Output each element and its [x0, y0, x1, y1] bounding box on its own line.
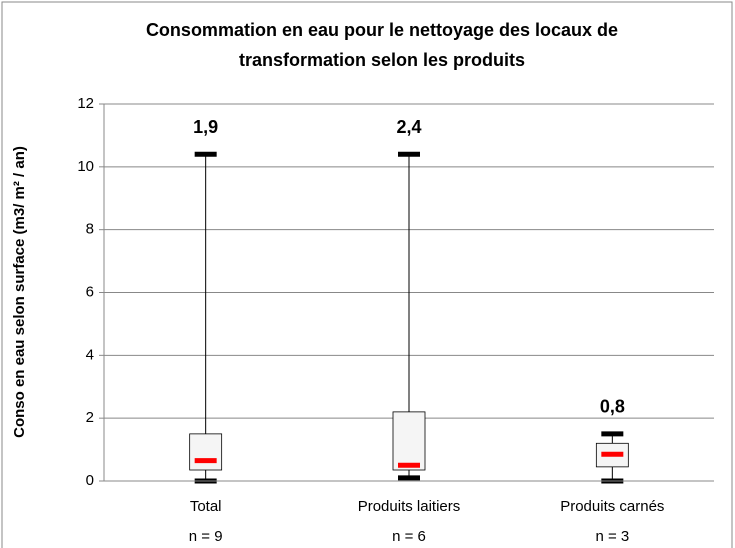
x-tick-label: Produits laitiers — [358, 498, 461, 515]
y-tick-label: 0 — [86, 472, 94, 489]
y-tick-label: 12 — [77, 95, 94, 112]
box — [392, 411, 426, 471]
x-tick-label: Total — [190, 498, 222, 515]
annotation: 0,8 — [600, 397, 625, 417]
y-tick-label: 6 — [86, 283, 94, 300]
chart-title: Consommation en eau pour le nettoyage de… — [146, 20, 618, 40]
x-tick-label: Produits carnés — [560, 498, 664, 515]
annotation: 2,4 — [396, 117, 421, 137]
sample-size: n = 6 — [392, 528, 426, 545]
box — [189, 433, 223, 471]
annotation: 1,9 — [193, 117, 218, 137]
y-tick-label: 10 — [77, 158, 94, 175]
chart-title: transformation selon les produits — [239, 50, 525, 70]
y-tick-label: 8 — [86, 221, 94, 238]
y-tick-label: 2 — [86, 409, 94, 426]
y-tick-label: 4 — [86, 346, 94, 363]
y-axis-label: Conso en eau selon surface (m3/ m² / an) — [11, 146, 28, 438]
sample-size: n = 9 — [189, 528, 223, 545]
sample-size: n = 3 — [595, 528, 629, 545]
